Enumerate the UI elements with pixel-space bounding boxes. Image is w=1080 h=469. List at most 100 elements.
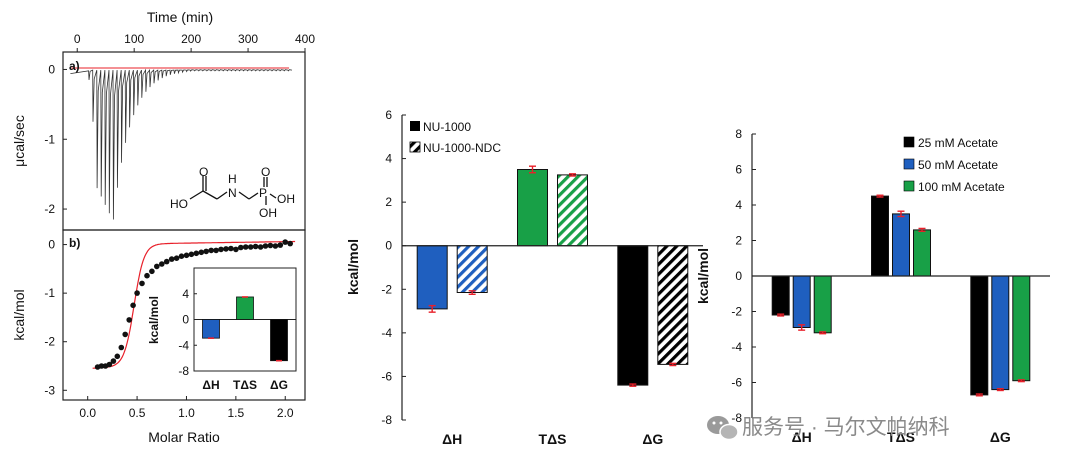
mol-p-label: P <box>259 186 267 200</box>
inset-ytick-label-0: 4 <box>182 287 189 301</box>
acetate-y-ticks: 8 6 4 2 0 -2 -4 -6 -8 <box>731 127 756 425</box>
mid-bar-2-0 <box>617 245 649 386</box>
r-ytick-label-7: -6 <box>731 376 742 390</box>
isotherm-point <box>247 244 254 250</box>
b-ytick-label-3: -3 <box>44 383 55 397</box>
r-bar-1-2 <box>913 229 931 277</box>
legend-label-nu1000-ndc: NU-1000-NDC <box>423 141 501 155</box>
mol-oh-label-1: OH <box>277 192 295 206</box>
top-tick-label-2: 200 <box>181 32 201 46</box>
thermogram-line <box>70 68 293 220</box>
isotherm-point <box>193 250 200 257</box>
thermogram-panel: Time (min) 0 100 200 300 400 0 -1 -2 a) μcal/s… <box>11 9 315 231</box>
r-category-1: TΔS <box>887 429 915 445</box>
isotherm-point <box>242 244 249 250</box>
r-ytick-label-4: 0 <box>735 269 742 283</box>
inset-ytick-label-1: 0 <box>182 313 189 327</box>
isotherm-point <box>198 249 205 256</box>
top-tick-label-0: 0 <box>74 32 81 46</box>
isotherm-point <box>203 248 209 255</box>
mol-n-label: N <box>228 186 237 200</box>
mid-bar-2-1 <box>657 245 689 365</box>
mol-ho-label: HO <box>170 197 188 211</box>
top-tick-label-3: 300 <box>238 32 258 46</box>
mol-o-label-1: O <box>199 165 208 179</box>
isotherm-point <box>154 263 160 270</box>
isotherm-point <box>163 258 170 265</box>
isotherm-point <box>218 246 224 253</box>
acetate-bars <box>752 194 1050 397</box>
inset-bar-chart: 4 0 -4 -8 ΔH TΔS ΔG kcal/mol <box>147 267 297 392</box>
isotherm-point <box>106 361 113 368</box>
mid-ytick-label-2: 2 <box>385 195 392 209</box>
inset-bar-0 <box>202 319 220 339</box>
inset-category-1: TΔS <box>233 378 257 392</box>
isotherm-point <box>139 280 145 287</box>
a-ytick-label-0: 0 <box>48 62 55 76</box>
isotherm-frame <box>62 229 306 401</box>
b-ytick-label-1: -1 <box>44 286 55 300</box>
legend-swatch-nu1000-ndc <box>409 141 421 153</box>
thermogram-y-ticks: 0 -1 -2 <box>44 62 67 216</box>
legend-swatch-50mm <box>903 158 915 170</box>
isotherm-point <box>257 244 264 250</box>
inset-bar-2 <box>270 319 288 362</box>
isotherm-point <box>134 290 140 296</box>
b-ytick-label-2: -2 <box>44 335 55 349</box>
mol-oh-label-2: OH <box>259 206 277 220</box>
inset-ytick-label-3: -8 <box>178 364 189 378</box>
a-ytick-label-1: -1 <box>44 132 55 146</box>
inset-y-label: kcal/mol <box>147 296 161 344</box>
top-axis-title: Time (min) <box>147 9 213 25</box>
mid-ytick-label-6: -6 <box>381 369 392 383</box>
panel-label-b: b) <box>69 236 80 250</box>
r-bar-0-1 <box>792 275 811 328</box>
isotherm-point <box>233 246 239 253</box>
isotherm-point <box>213 247 219 254</box>
inset-bar-1 <box>236 296 254 320</box>
mof-y-ticks: 6 4 2 0 -2 -4 -6 -8 <box>381 108 406 427</box>
mid-ytick-label-4: -2 <box>381 282 392 296</box>
isotherm-point <box>114 353 121 360</box>
mid-ytick-label-7: -8 <box>381 413 392 427</box>
inset-ytick-label-2: -4 <box>178 338 189 352</box>
isotherm-point <box>144 272 150 279</box>
mof-y-label: kcal/mol <box>345 239 361 295</box>
mid-ytick-label-0: 6 <box>385 108 392 122</box>
r-bar-2-1 <box>991 275 1010 391</box>
mid-category-2: ΔG <box>642 431 663 447</box>
mid-ytick-label-5: -4 <box>381 326 392 340</box>
b-ytick-label-0: 0 <box>48 238 55 252</box>
isotherm-point <box>130 302 136 309</box>
inset-bars <box>194 296 296 362</box>
mid-bar-0-0 <box>416 245 448 310</box>
isotherm-points <box>94 239 294 370</box>
b-xtick-label-4: 2.0 <box>277 406 294 420</box>
r-category-0: ΔH <box>792 429 812 445</box>
isotherm-point <box>262 243 269 249</box>
wechat-icon <box>707 416 739 441</box>
isotherm-point <box>126 317 132 323</box>
inset-category-0: ΔH <box>202 378 219 392</box>
isotherm-point <box>149 268 155 275</box>
isotherm-point <box>267 242 274 249</box>
mof-category-labels: ΔH TΔS ΔG <box>442 431 663 447</box>
legend-swatch-nu1000 <box>410 121 420 131</box>
b-xtick-label-1: 0.5 <box>129 406 146 420</box>
acetate-comparison-chart: 8 6 4 2 0 -2 -4 -6 -8 ΔH TΔS ΔG kcal/mol 25 mM Ace… <box>695 127 1050 445</box>
isotherm-point <box>238 244 244 251</box>
top-axis-ticks: 0 100 200 300 400 <box>74 32 315 52</box>
inset-x-labels: ΔH TΔS ΔG <box>202 378 288 392</box>
inset-category-2: ΔG <box>270 378 288 392</box>
acetate-y-label: kcal/mol <box>695 248 711 304</box>
isotherm-panel: 0.0 0.5 1.0 1.5 2.0 0 -1 -2 -3 b) kcal/mol Mola… <box>11 229 306 445</box>
mid-bar-1-0 <box>517 169 548 247</box>
r-ytick-label-5: -2 <box>731 305 742 319</box>
r-bar-1-1 <box>892 213 910 277</box>
isotherm-point <box>98 363 105 369</box>
isotherm-point <box>173 255 180 261</box>
isotherm-point <box>252 243 259 250</box>
mid-bar-0-1 <box>456 245 488 293</box>
isotherm-point <box>287 240 294 247</box>
